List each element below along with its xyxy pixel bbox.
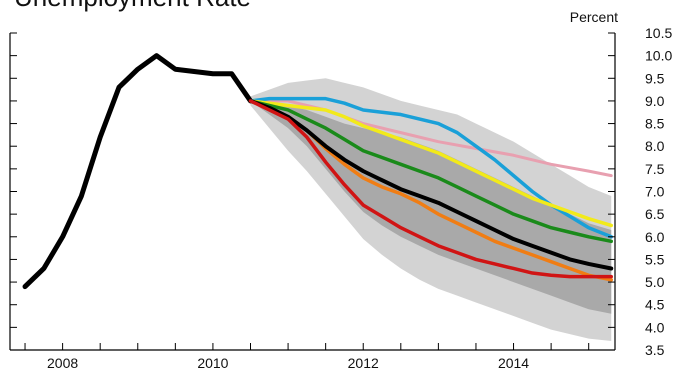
y-unit-label: Percent [570,9,618,25]
y-tick-label: 10.0 [645,48,672,64]
y-tick-label: 5.0 [645,274,665,290]
y-tick-label: 4.5 [645,297,665,313]
series-line-3 [248,99,613,228]
y-tick-label: 9.0 [645,93,665,109]
y-tick-label: 6.5 [645,206,665,222]
series-lines [22,53,614,290]
y-tick-label: 6.0 [645,229,665,245]
series-line-4 [248,99,613,244]
y-tick-label: 8.0 [645,138,665,154]
y-tick-label: 4.0 [645,319,665,335]
y-tick-label: 3.5 [645,342,665,358]
axes: 3.5 4.0 4.5 5.0 5.5 6.0 6.5 7.0 7.5 8.0 8.5 9.0 9.5 1… [9,25,672,371]
series-line-6 [248,98,614,271]
chart-title: Unemployment Rate [14,0,251,12]
series-line-0 [22,53,253,290]
band-middle [250,100,612,314]
x-tick-label: 2014 [498,355,529,371]
series-line-7 [248,99,613,279]
y-tick-label: 10.5 [645,25,672,41]
y-tick-label: 7.5 [645,161,665,177]
y-tick-label: 8.5 [645,116,665,132]
x-tick-label: 2010 [197,355,228,371]
y-tick-label: 5.5 [645,251,665,267]
y-tick-label: 7.0 [645,184,665,200]
x-tick-label: 2008 [47,355,78,371]
x-tick-label: 2012 [348,355,379,371]
y-tick-label: 9.5 [645,70,665,86]
